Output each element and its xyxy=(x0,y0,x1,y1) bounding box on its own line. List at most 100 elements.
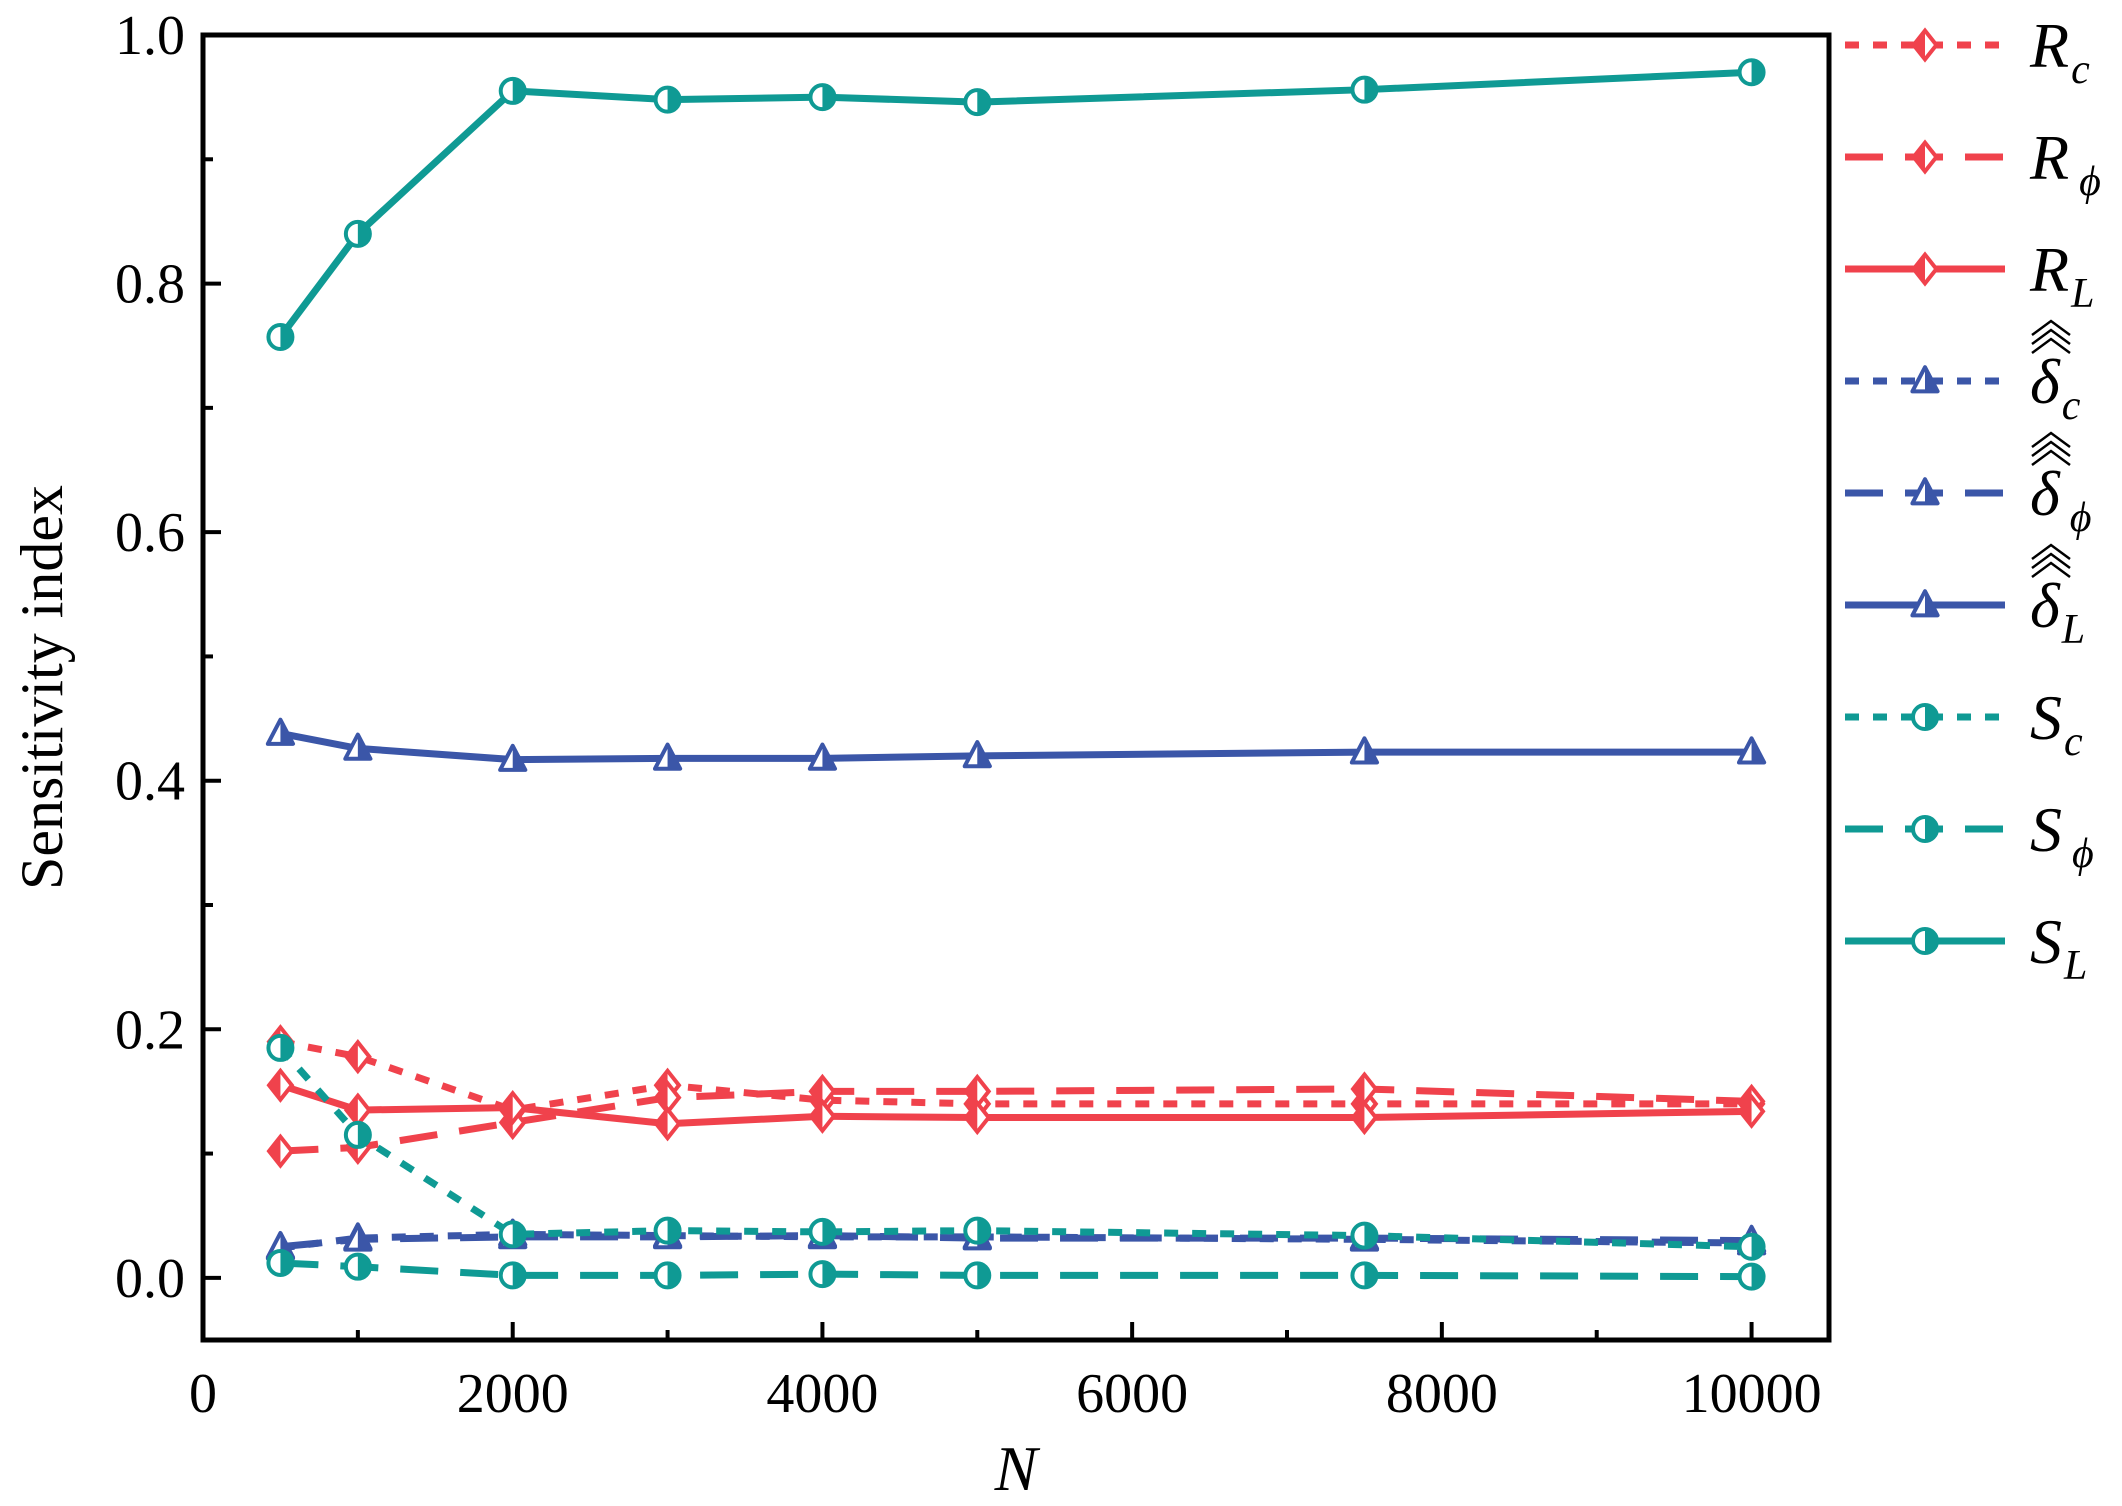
data-point-R_L-0 xyxy=(266,1067,295,1103)
series-line-R_L xyxy=(279,1081,1752,1128)
series-line-S_c xyxy=(277,1045,1752,1251)
data-point-delta_L-3 xyxy=(652,742,683,771)
data-point-delta_L-2 xyxy=(498,743,528,772)
legend-hat-mark xyxy=(2031,319,2071,337)
x-tick-label: 2000 xyxy=(457,1363,569,1425)
legend-item-S_L: SL xyxy=(1845,906,2087,989)
legend-label: δc xyxy=(2030,346,2081,429)
axes: 0 2000 4000 6000 8000 10000 0.0 0.2 0.4 0.6 0.8 1.0… xyxy=(9,5,1832,1504)
legend-item-R_L: RL xyxy=(1845,234,2094,317)
legend-marker xyxy=(1911,139,1939,175)
data-point-S_phi-5 xyxy=(963,1261,992,1290)
data-point-S_L-2 xyxy=(498,76,527,105)
data-point-S_c-0 xyxy=(266,1033,295,1062)
data-point-S_phi-0 xyxy=(266,1248,295,1277)
legend-label: SL xyxy=(2030,906,2087,989)
series-R_L xyxy=(266,1067,1766,1142)
y-tick-label: 1.0 xyxy=(115,5,185,67)
plot-area xyxy=(265,58,1767,1291)
series-line-delta_c xyxy=(279,1230,1752,1252)
data-point-R_L-7 xyxy=(1737,1093,1766,1129)
legend-label: Sc xyxy=(2030,682,2083,765)
data-point-delta_phi-1 xyxy=(343,1223,373,1252)
legend-item-delta_L: δL xyxy=(1845,543,2085,653)
data-point-S_phi-1 xyxy=(343,1252,372,1281)
series-line-delta_L xyxy=(279,730,1752,764)
data-point-S_c-6 xyxy=(1350,1221,1379,1250)
data-point-R_c-1 xyxy=(343,1039,372,1075)
y-tick-label: 0.4 xyxy=(115,751,185,813)
x-tick-label: 10000 xyxy=(1682,1363,1822,1425)
series-S_phi xyxy=(266,1248,1766,1291)
data-point-S_L-7 xyxy=(1737,58,1766,87)
data-point-delta_L-6 xyxy=(1349,736,1380,765)
data-point-S_c-4 xyxy=(808,1217,837,1246)
legend-hat-mark xyxy=(2031,552,2071,570)
data-point-S_L-4 xyxy=(808,83,837,112)
legend-hat-mark xyxy=(2031,543,2071,561)
data-point-S_phi-2 xyxy=(498,1261,527,1290)
series-line-R_phi xyxy=(280,1085,1752,1155)
y-axis-title: Sensitivity index xyxy=(9,485,75,890)
data-point-R_L-5 xyxy=(963,1099,992,1136)
data-point-S_c-5 xyxy=(963,1216,992,1245)
legend-hat-mark xyxy=(2031,328,2071,346)
data-point-R_L-2 xyxy=(498,1089,527,1126)
data-point-delta_L-5 xyxy=(962,740,992,769)
legend-marker xyxy=(1911,815,1939,843)
data-point-S_L-1 xyxy=(343,219,372,248)
legend-marker xyxy=(1911,927,1939,955)
y-tick-label: 0.8 xyxy=(115,254,185,316)
x-axis-title: N xyxy=(994,1433,1041,1504)
legend-marker xyxy=(1911,251,1939,287)
legend-label: Rc xyxy=(2029,10,2090,93)
legend-marker xyxy=(1911,703,1939,731)
legend-hat-mark xyxy=(2031,561,2071,579)
data-point-S_c-1 xyxy=(343,1120,372,1149)
legend-item-R_c: Rc xyxy=(1845,10,2090,93)
data-point-S_L-0 xyxy=(266,323,295,352)
data-point-S_phi-6 xyxy=(1350,1261,1379,1290)
legend-marker xyxy=(1910,589,1940,618)
data-point-S_phi-4 xyxy=(808,1260,837,1289)
series-line-R_c xyxy=(279,1038,1752,1114)
legend-marker xyxy=(1910,365,1940,394)
data-point-S_c-2 xyxy=(498,1220,527,1249)
data-point-R_phi-3 xyxy=(653,1080,682,1116)
data-point-R_L-1 xyxy=(343,1092,372,1128)
data-point-S_phi-3 xyxy=(653,1261,682,1290)
data-point-R_L-6 xyxy=(1350,1099,1379,1136)
data-point-S_L-3 xyxy=(653,85,682,114)
legend-hat-mark xyxy=(2031,337,2071,355)
data-point-R_phi-0 xyxy=(266,1133,295,1169)
legend-hat-mark xyxy=(2031,449,2071,467)
series-delta_L xyxy=(265,717,1767,772)
legend-item-delta_c: δc xyxy=(1845,319,2081,429)
x-tick-label: 8000 xyxy=(1386,1363,1498,1425)
legend-hat-mark xyxy=(2031,440,2071,458)
y-tick-label: 0.2 xyxy=(115,999,185,1061)
legend-item-S_c: Sc xyxy=(1845,682,2083,765)
legend-label: δL xyxy=(2030,570,2085,653)
x-tick-label: 6000 xyxy=(1076,1363,1188,1425)
x-tick-label: 0 xyxy=(189,1363,217,1425)
data-point-S_c-7 xyxy=(1737,1232,1766,1261)
legend-label: RL xyxy=(2029,234,2094,317)
legend-marker xyxy=(1911,27,1939,63)
legend: Rc R ϕ RL δc δ ϕ δL Sc S ϕ SL xyxy=(1845,10,2101,989)
y-tick-label: 0.6 xyxy=(115,502,185,564)
legend-marker xyxy=(1910,477,1940,506)
legend-hat-mark xyxy=(2031,431,2071,449)
data-point-S_L-5 xyxy=(963,88,992,117)
data-point-S_c-3 xyxy=(653,1216,682,1245)
data-point-S_L-6 xyxy=(1350,75,1379,104)
data-point-delta_L-0 xyxy=(265,717,296,746)
y-tick-label: 0.0 xyxy=(115,1248,185,1310)
data-point-R_L-4 xyxy=(808,1098,837,1134)
